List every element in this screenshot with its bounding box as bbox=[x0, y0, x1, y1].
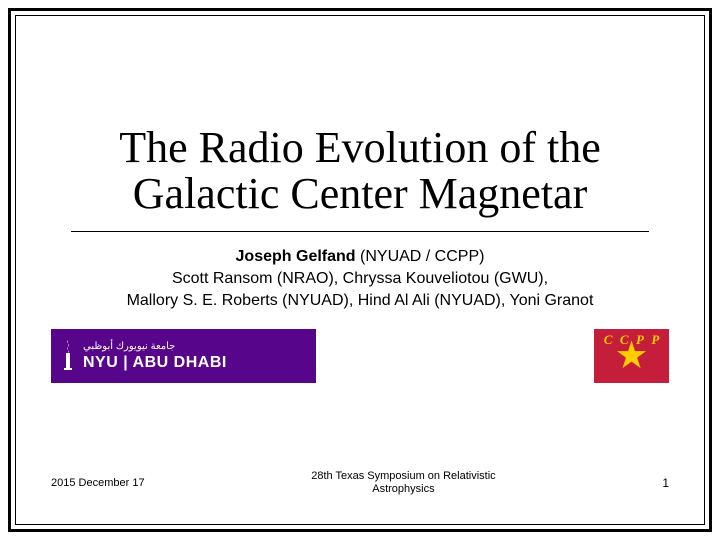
title-line-1: The Radio Evolution of the bbox=[119, 123, 600, 172]
footer-page-number: 1 bbox=[662, 476, 669, 490]
ccpp-letter-p1: P bbox=[636, 332, 644, 348]
title-divider bbox=[71, 231, 649, 232]
ccpp-letter-c1: C bbox=[604, 332, 613, 348]
coauthors-line-1: Scott Ransom (NRAO), Chryssa Kouveliotou… bbox=[172, 270, 548, 287]
slide-inner-border: The Radio Evolution of the Galactic Cent… bbox=[15, 15, 705, 525]
lead-author: Joseph Gelfand bbox=[236, 248, 356, 265]
coauthors-line-2: Mallory S. E. Roberts (NYUAD), Hind Al A… bbox=[127, 292, 594, 309]
nyuad-english-text: NYU | ABU DHABI bbox=[83, 355, 227, 371]
slide-footer: 2015 December 17 28th Texas Symposium on… bbox=[51, 470, 669, 498]
ccpp-letter-c2: C bbox=[620, 332, 629, 348]
footer-event: 28th Texas Symposium on Relativistic Ast… bbox=[145, 470, 663, 498]
lead-author-affiliation: (NYUAD / CCPP) bbox=[356, 248, 485, 265]
slide-title: The Radio Evolution of the Galactic Cent… bbox=[31, 125, 689, 217]
ccpp-letter-p2: P bbox=[651, 332, 659, 348]
title-line-2: Galactic Center Magnetar bbox=[133, 169, 587, 218]
footer-date: 2015 December 17 bbox=[51, 477, 145, 489]
logo-row: جامعة نيويورك أبوظبي NYU | ABU DHABI C C… bbox=[51, 329, 689, 383]
nyuad-logo: جامعة نيويورك أبوظبي NYU | ABU DHABI bbox=[51, 329, 316, 383]
nyuad-arabic-text: جامعة نيويورك أبوظبي bbox=[83, 342, 227, 352]
ccpp-letters: C C P P bbox=[594, 332, 669, 348]
nyu-torch-icon bbox=[59, 336, 77, 376]
authors-block: Joseph Gelfand (NYUAD / CCPP) Scott Rans… bbox=[31, 246, 689, 311]
footer-event-line-1: 28th Texas Symposium on Relativistic bbox=[311, 470, 495, 482]
slide-content: The Radio Evolution of the Galactic Cent… bbox=[31, 31, 689, 509]
footer-event-line-2: Astrophysics bbox=[372, 483, 434, 495]
nyuad-text: جامعة نيويورك أبوظبي NYU | ABU DHABI bbox=[83, 342, 227, 371]
ccpp-logo: C C P P ★ bbox=[594, 329, 669, 383]
slide-outer-border: The Radio Evolution of the Galactic Cent… bbox=[8, 8, 712, 532]
